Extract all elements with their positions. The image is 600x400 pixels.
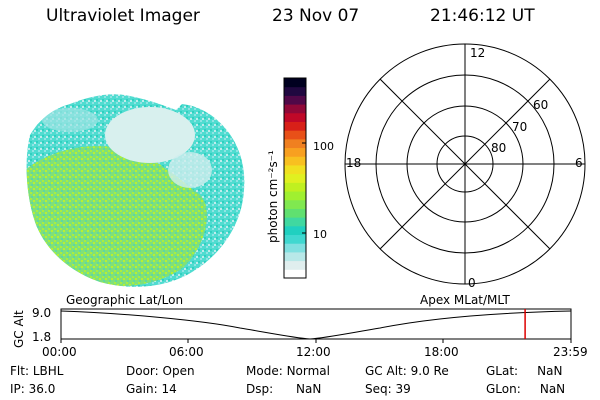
info-dsp: Dsp: NaN [246, 382, 322, 396]
timeline-right-title: Apex MLat/MLT [420, 293, 510, 307]
info-mode: Mode: Normal [246, 364, 330, 378]
mlat-label-60: 60 [533, 98, 549, 112]
colorbar-segment [284, 121, 306, 131]
colorbar-segment [284, 191, 306, 201]
colorbar-segment [284, 164, 306, 175]
colorbar [283, 77, 307, 279]
info-seq: Seq: 39 [365, 382, 411, 396]
colorbar-segment [284, 260, 306, 270]
colorbar-segment [284, 173, 306, 183]
colorbar-segment [284, 147, 306, 157]
colorbar-segment [284, 269, 306, 279]
timeline-left-title: Geographic Lat/Lon [66, 293, 184, 307]
timeline-xtick-4: 23:59 [553, 345, 588, 359]
colorbar-segment [284, 225, 306, 236]
mlt-label-6: 6 [575, 156, 583, 170]
timeline-xtick-0: 00:00 [42, 345, 77, 359]
colorbar-segment [284, 104, 306, 114]
colorbar-segment [284, 182, 306, 192]
mlt-label-0: 0 [468, 276, 476, 290]
info-ip: IP: 36.0 [10, 382, 56, 396]
colorbar-segment [284, 208, 306, 218]
mlat-label-80: 80 [491, 141, 507, 155]
colorbar-segment [284, 86, 306, 96]
date-label: 23 Nov 07 [272, 6, 360, 26]
mlat-label-70: 70 [512, 120, 528, 134]
timeline-ytick-top: 9.0 [32, 306, 52, 320]
colorbar-segment [284, 112, 306, 122]
colorbar-segment [284, 156, 306, 166]
colorbar-segment [284, 130, 306, 140]
info-glon: GLon: NaN [486, 382, 566, 396]
mlt-label-12: 12 [470, 46, 486, 60]
info-door: Door: Open [126, 364, 195, 378]
timeline-ytick-bottom: 1.8 [32, 330, 52, 344]
colorbar-segment [284, 138, 306, 149]
timeline-xtick-2: 12:00 [296, 345, 331, 359]
info-glat: GLat: NaN [486, 364, 563, 378]
colorbar-tick-10: 10 [313, 228, 327, 241]
colorbar-tick-100: 100 [313, 140, 334, 153]
colorbar-segment [284, 243, 306, 253]
time-label: 21:46:12 UT [430, 6, 535, 26]
instrument-title: Ultraviolet Imager [46, 6, 200, 26]
colorbar-segment [284, 95, 306, 105]
info-flt: Flt: LBHL [10, 364, 64, 378]
timeline-xtick-1: 06:00 [169, 345, 204, 359]
info-gc-alt: GC Alt: 9.0 Re [365, 364, 449, 378]
colorbar-segment [284, 234, 306, 244]
colorbar-segment [284, 199, 306, 209]
colorbar-segment [284, 251, 306, 262]
mlt-label-18: 18 [346, 156, 362, 170]
timeline-xtick-3: 18:00 [424, 345, 459, 359]
colorbar-segment [284, 78, 306, 88]
info-gain: Gain: 14 [126, 382, 177, 396]
colorbar-segment [284, 217, 306, 227]
